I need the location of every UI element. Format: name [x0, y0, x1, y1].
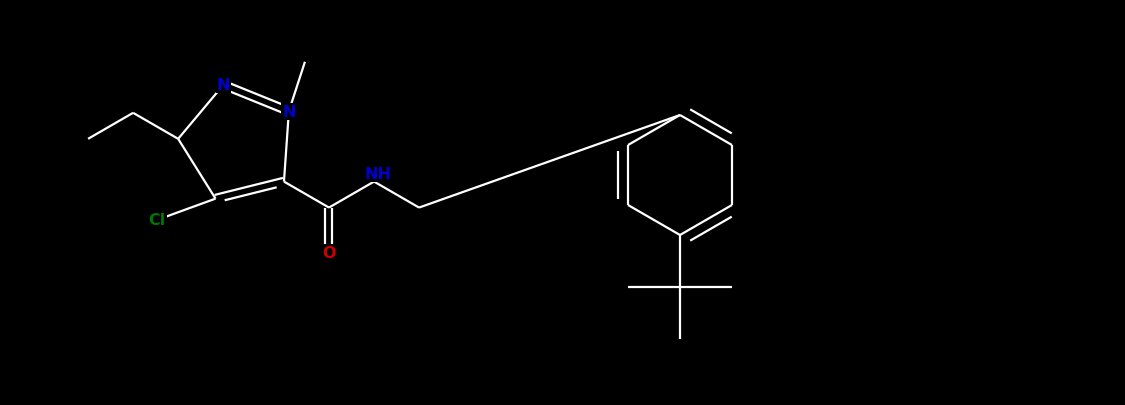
- Text: Cl: Cl: [148, 213, 165, 228]
- Text: O: O: [322, 245, 335, 260]
- Text: NH: NH: [364, 166, 391, 181]
- Text: N: N: [217, 78, 231, 93]
- Text: N: N: [282, 104, 296, 119]
